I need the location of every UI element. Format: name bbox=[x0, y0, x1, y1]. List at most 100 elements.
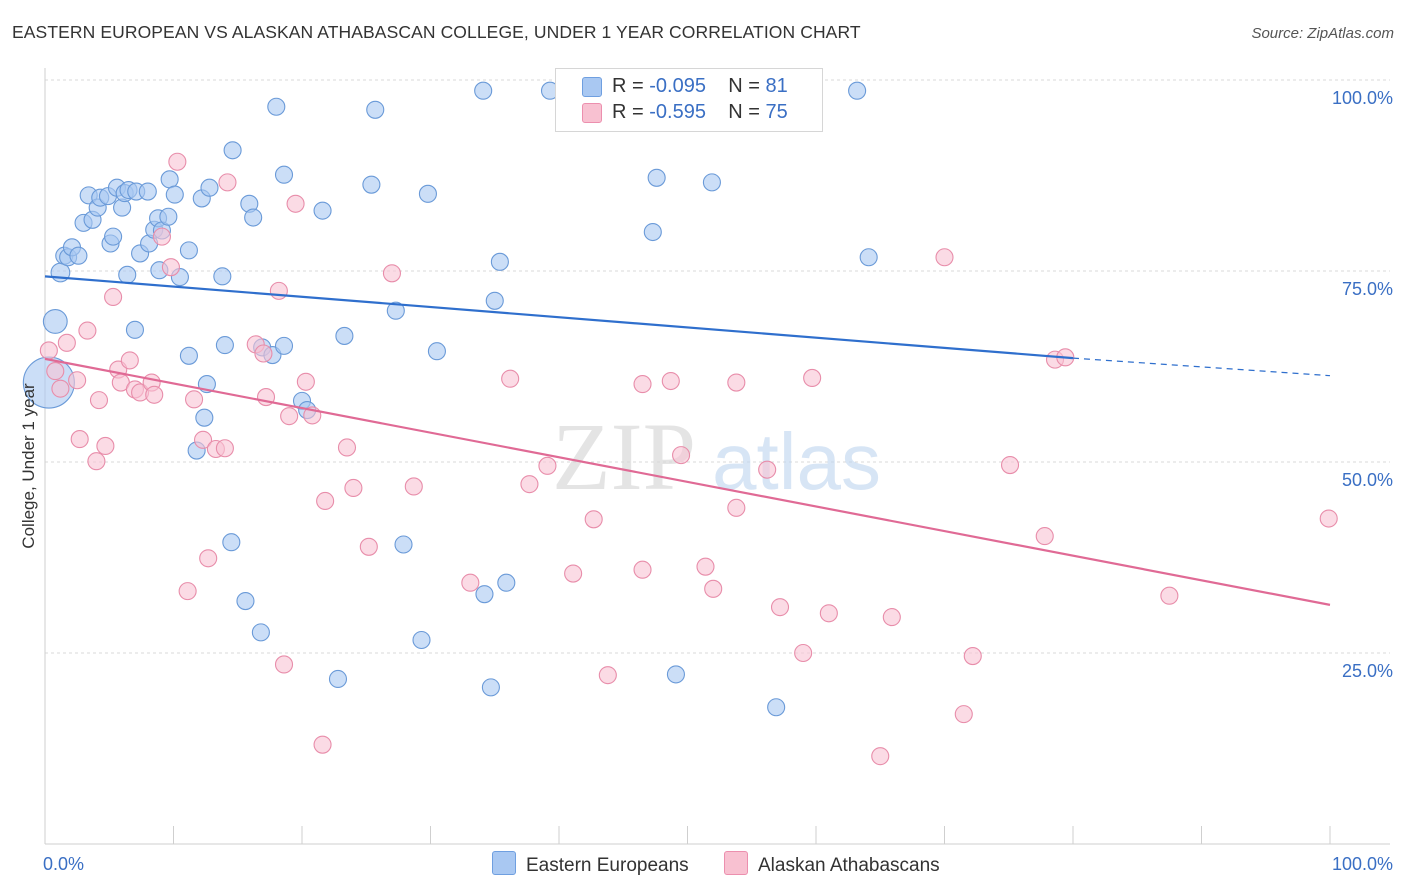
data-point bbox=[269, 281, 288, 300]
stats-legend: R = -0.095 N = 81 R = -0.595 N = 75 bbox=[555, 68, 823, 132]
trend-line-solid bbox=[44, 275, 1074, 360]
data-point bbox=[57, 333, 76, 352]
watermark-zip: ZIP bbox=[552, 403, 696, 510]
data-point bbox=[313, 735, 332, 754]
data-point bbox=[819, 604, 838, 623]
data-point bbox=[168, 152, 187, 171]
trend-line-dashed bbox=[1072, 357, 1331, 377]
legend-eastern-europeans: Eastern Europeans bbox=[492, 851, 689, 877]
data-point bbox=[118, 265, 137, 284]
data-point bbox=[1035, 527, 1054, 546]
data-point bbox=[643, 222, 662, 242]
data-point bbox=[274, 655, 294, 674]
data-point bbox=[598, 666, 617, 685]
data-point bbox=[313, 201, 332, 220]
data-point bbox=[138, 182, 157, 201]
tick-labels: 100.0% 75.0% 50.0% 25.0% 0.0% 100.0% bbox=[43, 88, 1393, 874]
data-point bbox=[481, 678, 500, 697]
watermark-atlas: atlas bbox=[712, 417, 881, 506]
legend-alaskan-athabascans: Alaskan Athabascans bbox=[724, 851, 940, 877]
data-point bbox=[727, 373, 746, 392]
data-point bbox=[39, 341, 58, 360]
data-point bbox=[89, 391, 109, 410]
data-point bbox=[223, 141, 242, 160]
data-point bbox=[859, 248, 878, 267]
data-point bbox=[165, 185, 184, 204]
legend-label: Eastern Europeans bbox=[526, 855, 689, 876]
legend-swatch-blue bbox=[582, 77, 602, 97]
data-point bbox=[359, 537, 378, 556]
data-point bbox=[199, 549, 218, 568]
x-tick-label: 0.0% bbox=[43, 854, 84, 874]
data-point bbox=[767, 698, 786, 717]
data-point bbox=[46, 362, 65, 381]
trend-lines bbox=[44, 275, 1331, 606]
data-point bbox=[386, 301, 405, 320]
legend-label: Alaskan Athabascans bbox=[758, 855, 940, 876]
data-point bbox=[160, 170, 179, 189]
data-point bbox=[254, 344, 273, 363]
data-point bbox=[213, 267, 232, 286]
data-point bbox=[125, 320, 144, 339]
data-point bbox=[1000, 456, 1020, 475]
data-point bbox=[159, 207, 178, 226]
legend-swatch-pink bbox=[724, 851, 748, 875]
data-point bbox=[758, 460, 777, 479]
data-point bbox=[195, 408, 214, 427]
chart-title: EASTERN EUROPEAN VS ALASKAN ATHABASCAN C… bbox=[12, 22, 861, 42]
data-point bbox=[337, 438, 357, 457]
data-point bbox=[696, 557, 715, 576]
data-point bbox=[286, 194, 305, 213]
axes bbox=[44, 68, 1390, 845]
data-point bbox=[520, 475, 539, 494]
data-point bbox=[316, 491, 335, 511]
data-point bbox=[344, 478, 363, 498]
data-point bbox=[485, 291, 504, 310]
data-point bbox=[68, 371, 87, 390]
x-tick-label: 100.0% bbox=[1332, 854, 1393, 874]
data-point bbox=[848, 81, 867, 100]
data-point bbox=[497, 573, 516, 592]
data-point bbox=[70, 430, 89, 449]
stats-text: R = -0.595 N = 75 bbox=[612, 101, 788, 123]
data-point bbox=[185, 390, 204, 409]
data-point bbox=[215, 336, 234, 355]
data-point bbox=[215, 439, 234, 458]
data-point bbox=[267, 97, 286, 116]
series-eastern-europeans bbox=[22, 79, 878, 717]
data-point bbox=[145, 385, 164, 404]
data-point bbox=[218, 173, 237, 192]
stats-text: R = -0.095 N = 81 bbox=[612, 75, 788, 97]
data-point bbox=[280, 407, 299, 426]
data-point bbox=[328, 669, 348, 689]
data-point bbox=[104, 227, 123, 246]
data-point bbox=[404, 477, 423, 496]
data-point bbox=[702, 173, 721, 192]
legend-swatch-blue bbox=[492, 851, 516, 875]
data-point bbox=[96, 436, 115, 456]
data-point bbox=[474, 81, 493, 100]
data-point bbox=[882, 608, 901, 627]
data-point bbox=[727, 498, 746, 517]
data-point bbox=[78, 321, 97, 340]
data-point bbox=[222, 533, 241, 552]
data-point bbox=[362, 175, 381, 194]
data-point bbox=[178, 582, 197, 601]
data-point bbox=[803, 368, 822, 388]
data-point bbox=[1160, 586, 1179, 605]
data-point bbox=[69, 246, 88, 265]
series-alaskan-athabascans bbox=[39, 152, 1338, 766]
data-point bbox=[274, 165, 294, 184]
data-point bbox=[194, 430, 213, 449]
data-point bbox=[179, 241, 198, 260]
y-axis-label: College, Under 1 year bbox=[19, 383, 38, 549]
data-point bbox=[461, 573, 480, 592]
data-point bbox=[871, 747, 890, 766]
data-point bbox=[490, 252, 509, 271]
data-point bbox=[179, 346, 198, 365]
data-point bbox=[394, 535, 413, 554]
data-point bbox=[335, 326, 354, 345]
data-point bbox=[666, 665, 685, 684]
data-point bbox=[427, 342, 446, 361]
